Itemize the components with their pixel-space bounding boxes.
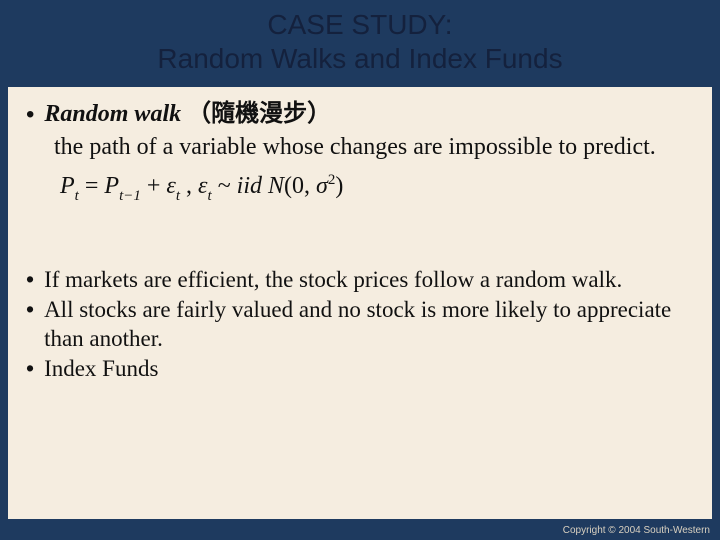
eq-eps2: ε [198,173,207,199]
spacer [26,211,694,265]
eq-tilde: ~ [212,173,237,199]
eq-open: (0, [284,173,316,199]
slide: CASE STUDY: Random Walks and Index Funds… [0,0,720,540]
bullet-text: All stocks are fairly valued and no stoc… [44,295,694,354]
eq-equals: = [79,173,105,199]
eq-close: ) [335,173,343,199]
eq-iid: iid [237,173,268,199]
bullet-text: Index Funds [44,354,158,383]
bullet-markets: • If markets are efficient, the stock pr… [26,265,694,294]
definition-text: the path of a variable whose changes are… [54,132,694,163]
equation: Pt = Pt−1 + εt , εt ~ iid N(0, σ2) [60,172,694,204]
bullet-marker: • [26,295,34,324]
bullet-index-funds: • Index Funds [26,354,694,383]
term-random-walk: Random walk [44,101,181,127]
bullet-marker: • [26,99,34,130]
bullet-valuation: • All stocks are fairly valued and no st… [26,295,694,354]
title-line-1: CASE STUDY: [0,8,720,42]
eq-N: N [268,173,284,199]
content-area: • Random walk （隨機漫步） the path of a varia… [8,87,712,519]
copyright-text: Copyright © 2004 South-Western [563,525,710,536]
eq-comma: , [180,173,198,199]
eq-eps1-sub: t [176,188,180,204]
eq-P1-sub: t [75,188,79,204]
eq-plus: + [141,173,167,199]
slide-title: CASE STUDY: Random Walks and Index Funds [0,0,720,87]
eq-sigma: σ [316,173,328,199]
bullet-text: Random walk （隨機漫步） [44,99,331,130]
bullet-definition: • Random walk （隨機漫步） [26,99,694,130]
bullet-list-2: • If markets are efficient, the stock pr… [26,265,694,383]
bullet-marker: • [26,265,34,294]
eq-P1: P [60,173,75,199]
bullet-marker: • [26,354,34,383]
eq-P2-sub: t−1 [119,188,141,204]
term-cjk: （隨機漫步） [187,101,331,127]
eq-P2: P [104,173,119,199]
bullet-text: If markets are efficient, the stock pric… [44,265,622,294]
eq-eps2-sub: t [208,188,212,204]
eq-eps1: ε [166,173,175,199]
title-line-2: Random Walks and Index Funds [0,42,720,76]
